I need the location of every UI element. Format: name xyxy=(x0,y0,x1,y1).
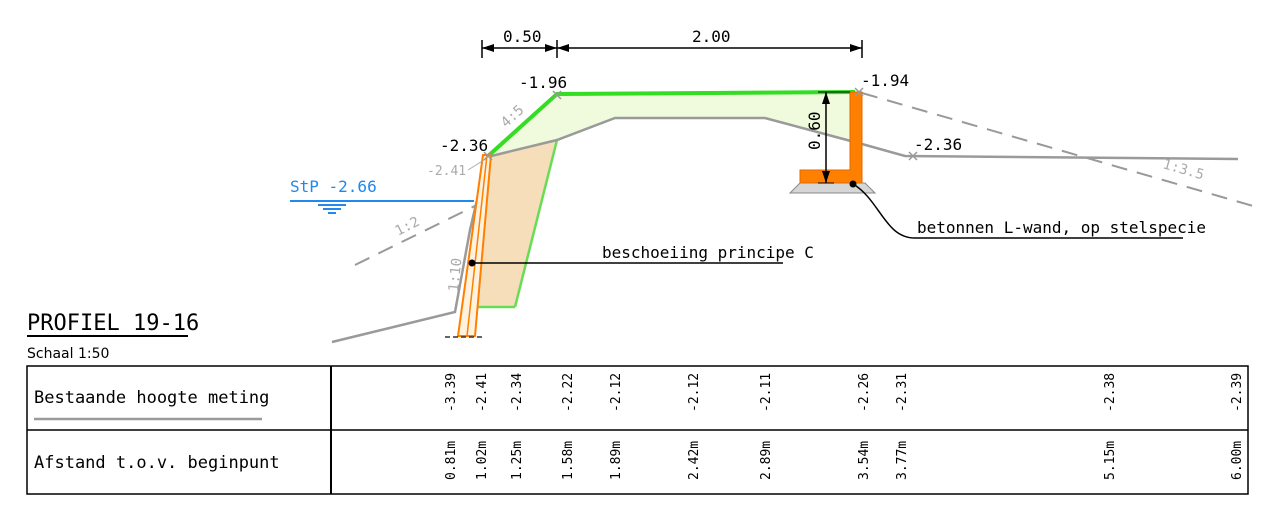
slope-label-1-2: 1:2 xyxy=(393,214,423,240)
sheet-piling-inner xyxy=(466,154,488,337)
slope-1-2-line xyxy=(354,199,488,266)
height-value: -2.39 xyxy=(1230,373,1245,412)
water-level-icon xyxy=(318,204,346,214)
height-value: -2.11 xyxy=(759,373,774,412)
distance-value: 1.25m xyxy=(510,441,525,480)
scale-label: Schaal 1:50 xyxy=(27,346,109,362)
height-value: -2.31 xyxy=(895,373,910,412)
water-level-label: StP -2.66 xyxy=(290,177,377,196)
height-value: -3.39 xyxy=(444,373,459,412)
top-dimension xyxy=(481,40,863,58)
dim-width-left: 0.50 xyxy=(503,27,542,46)
level-crest-left: -1.96 xyxy=(519,73,567,92)
level-crest-right: -1.94 xyxy=(861,71,909,90)
embankment-fill-area xyxy=(477,140,557,307)
distance-value: 0.81m xyxy=(444,441,459,480)
height-value: -2.38 xyxy=(1103,373,1118,412)
distance-value: 3.77m xyxy=(895,441,910,480)
existing-ground-line xyxy=(331,116,1239,344)
level-leader xyxy=(467,159,485,171)
slope-label-1-10: 1:10 xyxy=(446,257,465,292)
data-table xyxy=(26,365,1249,495)
height-value: -2.12 xyxy=(687,373,702,412)
table-heights: -3.39 -2.41 -2.34 -2.22 -2.12 -2.12 -2.11 -2.26… xyxy=(444,373,1245,412)
distance-value: 1.89m xyxy=(609,441,624,480)
slope-1-3.5-line xyxy=(861,92,1261,209)
level-sheet-top: -2.36 xyxy=(440,136,488,155)
table-row2-label: Afstand t.o.v. beginpunt xyxy=(34,453,280,473)
height-value: -2.26 xyxy=(857,373,872,412)
distance-value: 2.89m xyxy=(759,441,774,480)
table-distances: 0.81m 1.02m 1.25m 1.58m 1.89m 2.42m 2.89m 3.54m… xyxy=(444,441,1245,480)
embankment-edge xyxy=(513,139,559,308)
level-sheet-existing: -2.41 xyxy=(427,164,466,179)
height-value: -2.12 xyxy=(609,373,624,412)
table-row1-label: Bestaande hoogte meting xyxy=(34,388,269,408)
distance-value: 3.54m xyxy=(857,441,872,480)
distance-value: 1.58m xyxy=(561,441,576,480)
distance-value: 2.42m xyxy=(687,441,702,480)
wall-label: betonnen L-wand, op stelspecie xyxy=(917,218,1206,237)
distance-value: 6.00m xyxy=(1230,441,1245,480)
dim-width-main: 2.00 xyxy=(692,27,731,46)
height-value: -2.41 xyxy=(475,373,490,412)
height-value: -2.22 xyxy=(561,373,576,412)
distance-value: 1.02m xyxy=(475,441,490,480)
slope-label-1-3.5: 1:3.5 xyxy=(1161,156,1206,183)
page-title: PROFIEL 19-16 xyxy=(27,311,199,336)
wall-callout-line xyxy=(852,183,1183,239)
distance-value: 5.15m xyxy=(1103,441,1118,480)
concrete-l-wall xyxy=(799,91,863,184)
green-fill-area xyxy=(487,92,855,157)
level-ground-right: -2.36 xyxy=(914,135,962,154)
wall-height-dimension xyxy=(818,91,850,184)
dim-wall-height: 0.60 xyxy=(805,111,824,150)
sheeting-label: beschoeiing principe C xyxy=(602,243,814,262)
height-value: -2.34 xyxy=(510,373,525,412)
level-markers xyxy=(483,87,918,161)
